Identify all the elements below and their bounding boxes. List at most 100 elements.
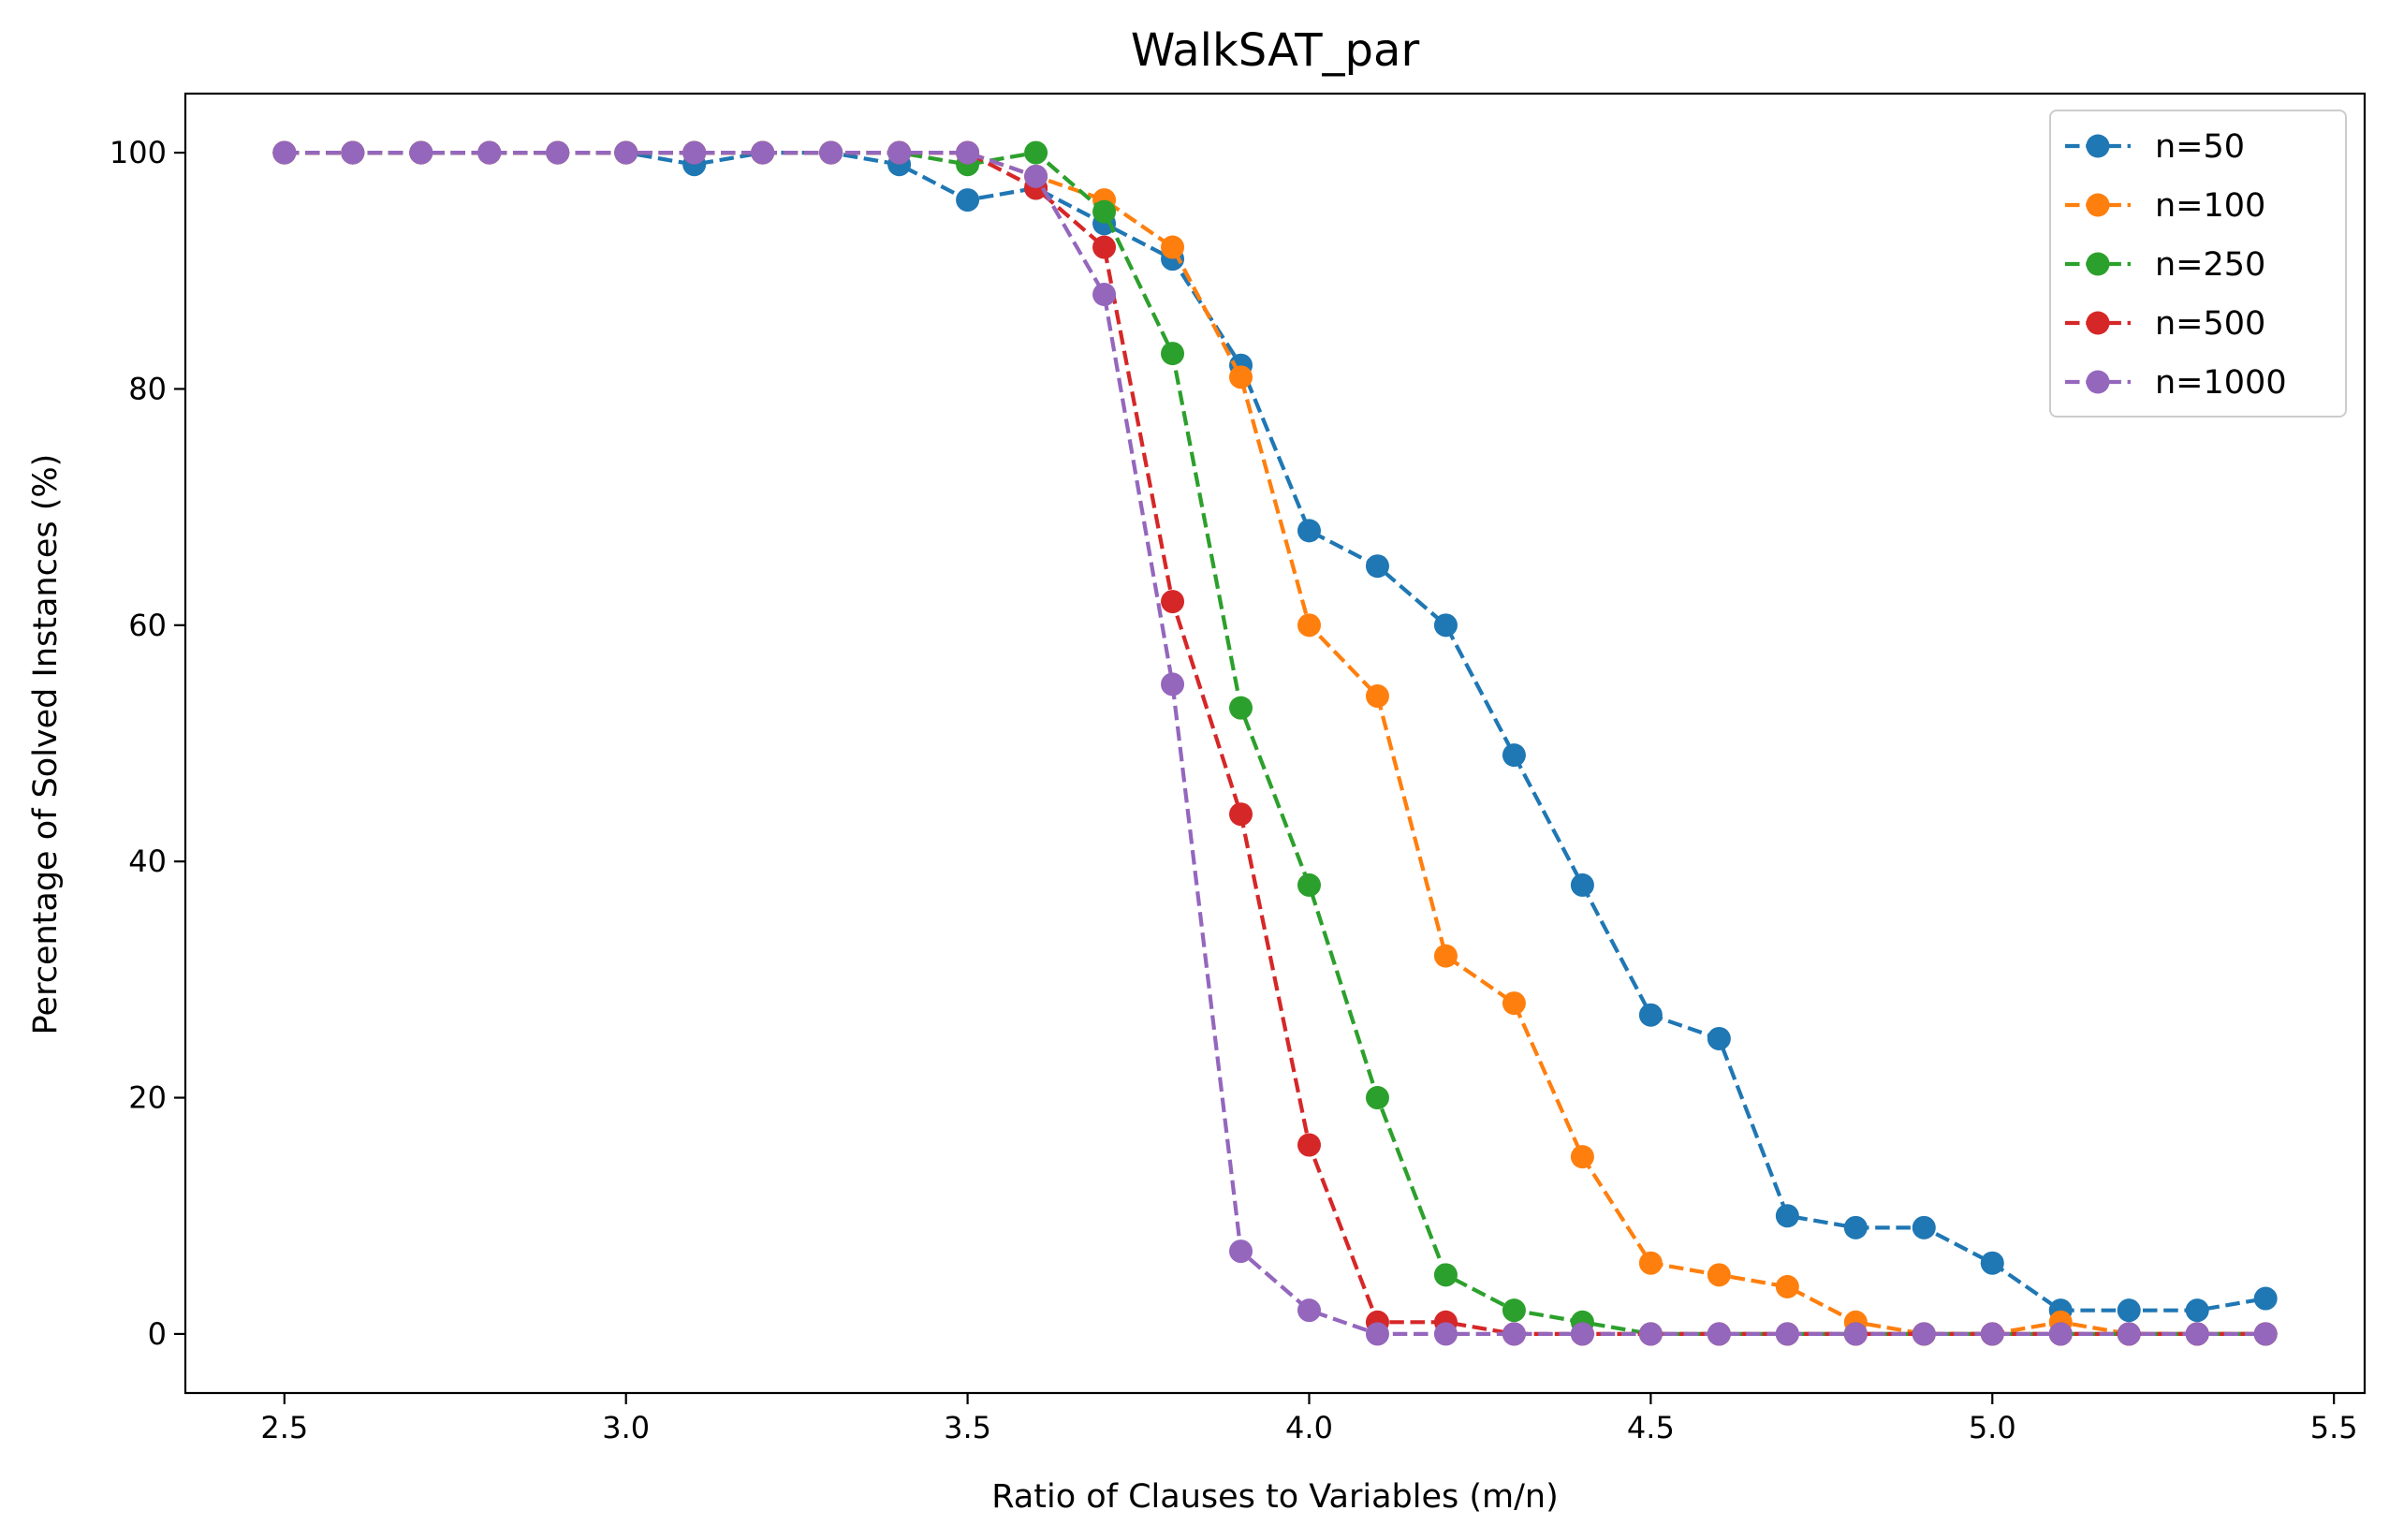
data-point-n-500: [1297, 1133, 1321, 1157]
legend-marker-n-50: [2086, 134, 2110, 158]
data-point-n-250: [1297, 873, 1321, 897]
legend-label-n-500: n=500: [2155, 305, 2265, 343]
chart-title: WalkSAT_par: [1131, 24, 1420, 77]
data-point-n-1000: [1092, 283, 1117, 307]
data-point-n-50: [1912, 1215, 1936, 1239]
series-line-n-50: [284, 150, 2266, 1313]
data-point-n-1000: [1365, 1322, 1389, 1346]
data-point-n-50: [1502, 743, 1526, 768]
data-point-n-1000: [1638, 1322, 1663, 1346]
data-point-n-50: [1433, 613, 1458, 638]
data-point-n-500: [1161, 590, 1185, 614]
data-point-n-50: [1297, 519, 1321, 543]
data-point-n-250: [1433, 1263, 1458, 1287]
data-point-n-1000: [1297, 1298, 1321, 1323]
data-point-n-250: [1024, 140, 1048, 165]
data-point-n-1000: [614, 140, 638, 165]
data-point-n-100: [1229, 365, 1253, 389]
data-point-n-100: [1433, 944, 1458, 968]
legend: n=50 n=100 n=250 n=500 n=1000: [2049, 110, 2347, 418]
data-point-n-1000: [819, 140, 843, 165]
legend-marker-n-500: [2086, 311, 2110, 335]
x-tick-label: 3.5: [944, 1410, 991, 1445]
data-point-n-100: [1297, 613, 1321, 638]
data-point-n-250: [1092, 199, 1117, 224]
x-axis-label: Ratio of Clauses to Variables (m/n): [991, 1478, 1558, 1516]
legend-label-n-50: n=50: [2155, 128, 2245, 166]
x-tick-label: 4.5: [1627, 1410, 1675, 1445]
legend-box: [2049, 110, 2347, 418]
data-point-n-50: [956, 188, 980, 213]
data-point-n-50: [1570, 873, 1594, 897]
data-point-n-100: [1161, 235, 1185, 259]
legend-label-n-100: n=100: [2155, 187, 2265, 225]
data-point-n-1000: [1024, 164, 1048, 188]
y-tick-label: 20: [128, 1080, 167, 1116]
data-point-n-1000: [956, 140, 980, 165]
y-axis-label: Percentage of Solved Instances (%): [27, 454, 65, 1035]
data-point-n-1000: [546, 140, 570, 165]
data-point-n-50: [1980, 1251, 2004, 1275]
plot-frame: [183, 92, 2367, 1395]
data-point-n-1000: [682, 140, 707, 165]
plot-area: [272, 140, 2278, 1346]
data-point-n-500: [1229, 802, 1253, 827]
legend-marker-n-250: [2086, 252, 2110, 276]
data-point-n-1000: [2048, 1322, 2073, 1346]
legend-label-n-1000: n=1000: [2155, 364, 2287, 402]
x-tick-label: 2.5: [260, 1410, 308, 1445]
data-point-n-50: [1843, 1215, 1868, 1239]
data-point-n-50: [1638, 1003, 1663, 1027]
data-point-n-50: [1707, 1026, 1731, 1050]
y-tick-label: 60: [128, 608, 167, 643]
data-point-n-500: [1092, 235, 1117, 259]
y-tick-label: 0: [148, 1316, 167, 1352]
data-point-n-1000: [1980, 1322, 2004, 1346]
data-point-n-100: [1638, 1251, 1663, 1275]
data-point-n-50: [1365, 554, 1389, 579]
x-tick-label: 5.5: [2310, 1410, 2358, 1445]
data-point-n-1000: [1912, 1322, 1936, 1346]
legend-marker-n-1000: [2086, 370, 2110, 394]
series-group: [272, 140, 2278, 1346]
data-point-n-1000: [1570, 1322, 1594, 1346]
x-tick-label: 5.0: [1969, 1410, 2016, 1445]
data-point-n-1000: [409, 140, 433, 165]
data-point-n-1000: [272, 140, 297, 165]
y-tick-label: 80: [128, 371, 167, 406]
data-point-n-1000: [341, 140, 365, 165]
data-point-n-1000: [887, 140, 912, 165]
data-point-n-1000: [477, 140, 502, 165]
legend-marker-n-100: [2086, 193, 2110, 217]
data-point-n-50: [2185, 1298, 2209, 1323]
data-point-n-250: [1365, 1086, 1389, 1110]
data-point-n-50: [2253, 1286, 2278, 1311]
data-point-n-1000: [1775, 1322, 1799, 1346]
y-tick-label: 100: [110, 135, 167, 170]
x-tick-label: 3.0: [602, 1410, 650, 1445]
data-point-n-1000: [1843, 1322, 1868, 1346]
x-tick-label: 4.0: [1285, 1410, 1333, 1445]
data-point-n-1000: [1433, 1322, 1458, 1346]
data-point-n-50: [1775, 1204, 1799, 1228]
data-point-n-1000: [1229, 1239, 1253, 1264]
data-point-n-1000: [1502, 1322, 1526, 1346]
data-point-n-1000: [2253, 1322, 2278, 1346]
series-n-1000: [272, 140, 2278, 1346]
data-point-n-1000: [2117, 1322, 2141, 1346]
data-point-n-100: [1570, 1145, 1594, 1169]
axes: 2.5 3.0 3.5 4.0 4.5 5.0 5.5 0 20 40 60 80 100: [110, 92, 2367, 1445]
data-point-n-250: [1229, 696, 1253, 720]
data-point-n-250: [1502, 1298, 1526, 1323]
data-point-n-50: [2117, 1298, 2141, 1323]
data-point-n-100: [1707, 1263, 1731, 1287]
data-point-n-100: [1365, 684, 1389, 709]
data-point-n-1000: [1707, 1322, 1731, 1346]
legend-label-n-250: n=250: [2155, 246, 2265, 284]
data-point-n-1000: [1161, 672, 1185, 697]
y-tick-label: 40: [128, 843, 167, 879]
data-point-n-1000: [2185, 1322, 2209, 1346]
data-point-n-100: [1775, 1274, 1799, 1298]
